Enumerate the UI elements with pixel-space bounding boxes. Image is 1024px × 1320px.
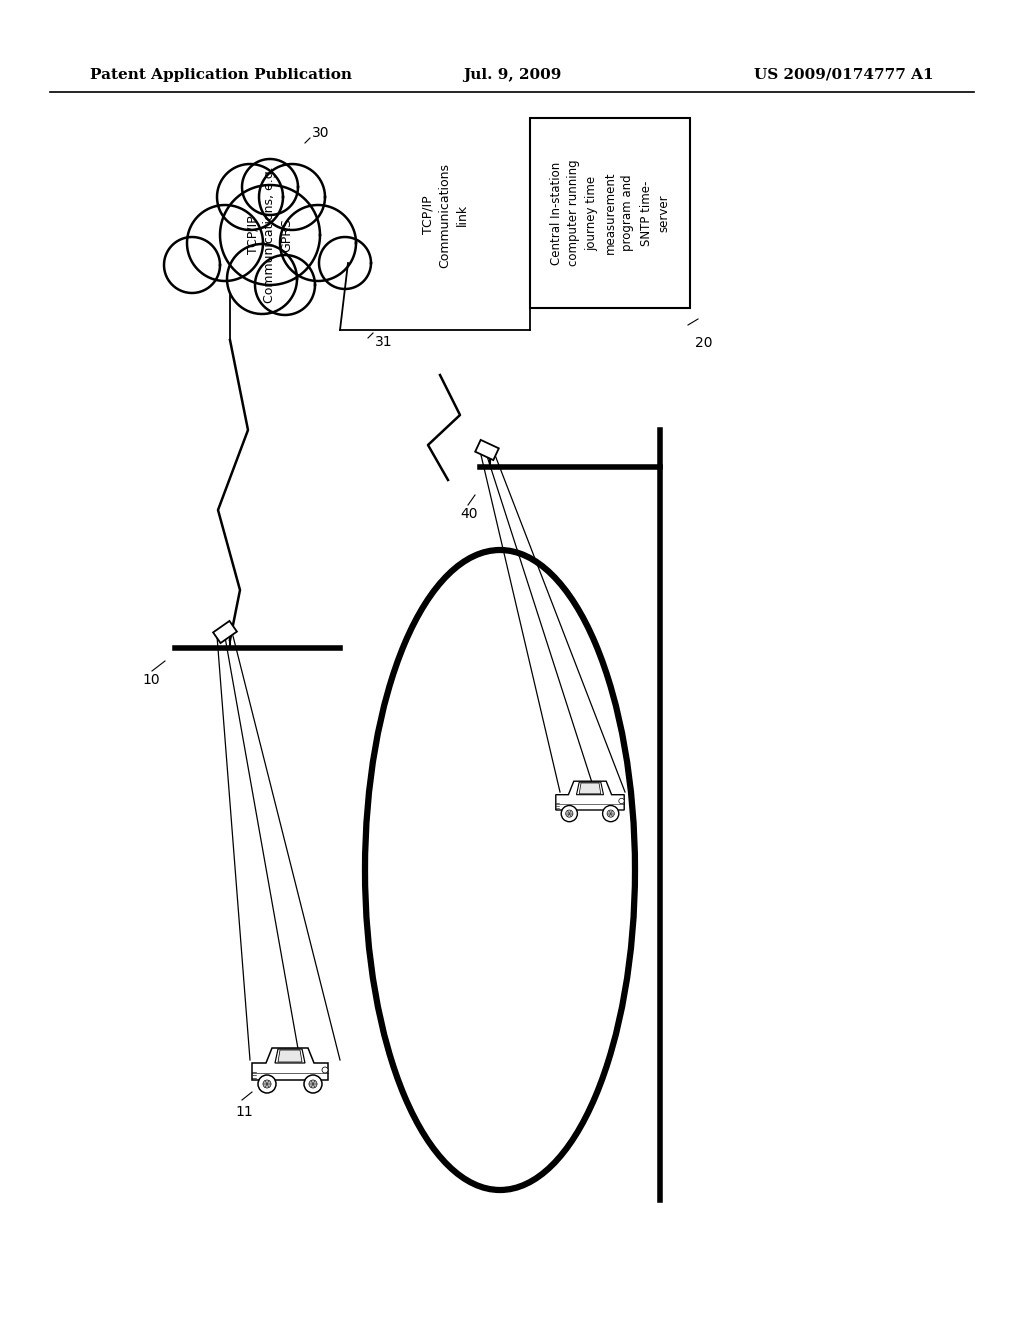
Circle shape xyxy=(322,1067,328,1073)
Polygon shape xyxy=(259,164,325,230)
Text: Central In-station
computer running
journey time
measurement
program and
SNTP ti: Central In-station computer running jour… xyxy=(550,160,671,267)
Text: Patent Application Publication: Patent Application Publication xyxy=(90,69,352,82)
Circle shape xyxy=(565,810,573,817)
Circle shape xyxy=(258,1074,276,1093)
Circle shape xyxy=(602,805,618,821)
Polygon shape xyxy=(217,164,283,230)
Text: 31: 31 xyxy=(375,335,392,348)
Text: TCP/IP
Communications
link: TCP/IP Communications link xyxy=(422,162,469,268)
Polygon shape xyxy=(220,185,319,285)
Polygon shape xyxy=(280,205,356,281)
FancyBboxPatch shape xyxy=(530,117,690,308)
Polygon shape xyxy=(255,255,315,315)
Text: Jul. 9, 2009: Jul. 9, 2009 xyxy=(463,69,561,82)
Polygon shape xyxy=(213,620,237,643)
Text: 20: 20 xyxy=(695,337,713,350)
Circle shape xyxy=(561,805,578,821)
Polygon shape xyxy=(227,244,297,314)
Ellipse shape xyxy=(370,554,630,1185)
Polygon shape xyxy=(187,205,263,281)
Polygon shape xyxy=(577,781,603,795)
Polygon shape xyxy=(319,238,371,289)
Circle shape xyxy=(607,810,614,817)
Ellipse shape xyxy=(365,550,635,1191)
Circle shape xyxy=(304,1074,322,1093)
Text: US 2009/0174777 A1: US 2009/0174777 A1 xyxy=(755,69,934,82)
Polygon shape xyxy=(275,1049,305,1063)
Polygon shape xyxy=(164,238,220,293)
Text: 40: 40 xyxy=(460,507,477,521)
Text: 11: 11 xyxy=(234,1105,253,1119)
Circle shape xyxy=(309,1080,317,1088)
Circle shape xyxy=(263,1080,271,1088)
Polygon shape xyxy=(580,783,601,793)
Polygon shape xyxy=(278,1049,302,1063)
Text: 10: 10 xyxy=(142,673,160,686)
Polygon shape xyxy=(252,1048,328,1080)
Polygon shape xyxy=(556,781,625,810)
Circle shape xyxy=(618,799,625,804)
Polygon shape xyxy=(475,440,499,461)
Polygon shape xyxy=(242,158,298,215)
Text: TCP/IP
Communications, e.g.
GPRS: TCP/IP Communications, e.g. GPRS xyxy=(247,166,294,304)
Text: 30: 30 xyxy=(312,125,330,140)
